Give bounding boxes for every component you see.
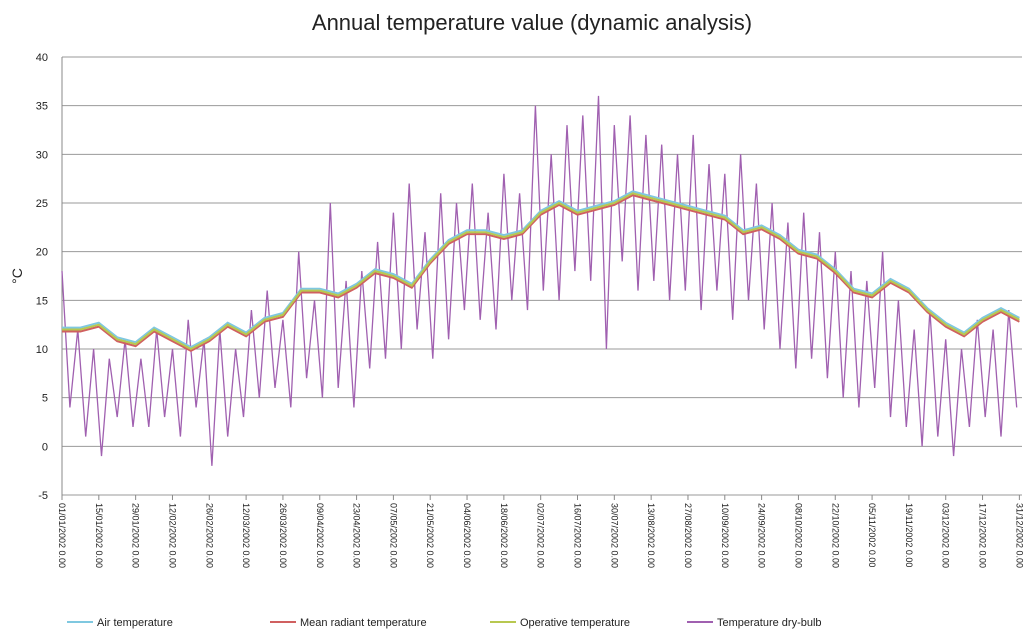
x-tick-label: 10/09/2002 0.00	[720, 503, 730, 568]
legend-label: Air temperature	[97, 617, 173, 629]
y-tick-label: 30	[36, 149, 48, 161]
x-tick-label: 27/08/2002 0.00	[683, 503, 693, 568]
y-tick-label: 5	[42, 393, 48, 405]
y-tick-label: 35	[36, 101, 48, 113]
x-tick-label: 04/06/2002 0.00	[462, 503, 472, 568]
x-tick-label: 09/04/2002 0.00	[315, 503, 325, 568]
chart-title: Annual temperature value (dynamic analys…	[312, 10, 752, 35]
x-tick-label: 16/07/2002 0.00	[573, 503, 583, 568]
series-line	[62, 192, 1020, 351]
x-tick-label: 05/11/2002 0.00	[867, 503, 877, 567]
x-tick-label: 02/07/2002 0.00	[536, 503, 546, 568]
x-tick-label: 15/01/2002 0.00	[94, 503, 104, 568]
series-line	[62, 194, 1020, 353]
y-tick-label: -5	[38, 490, 48, 502]
x-tick-label: 23/04/2002 0.00	[352, 503, 362, 568]
x-tick-label: 12/03/2002 0.00	[241, 503, 251, 568]
y-tick-label: 40	[36, 52, 48, 64]
legend-label: Mean radiant temperature	[300, 617, 427, 629]
y-tick-label: 25	[36, 198, 48, 210]
x-tick-label: 26/03/2002 0.00	[278, 503, 288, 568]
x-tick-label: 03/12/2002 0.00	[941, 503, 951, 568]
x-tick-label: 30/07/2002 0.00	[609, 503, 619, 568]
x-tick-label: 17/12/2002 0.00	[978, 503, 988, 568]
x-tick-label: 01/01/2002 0.00	[57, 503, 67, 568]
x-tick-label: 12/02/2002 0.00	[167, 503, 177, 568]
x-tick-label: 31/12/2002 0.00	[1014, 503, 1024, 568]
y-tick-label: 10	[36, 344, 48, 356]
legend-label: Temperature dry-bulb	[717, 617, 822, 629]
legend-label: Operative temperature	[520, 617, 630, 629]
x-tick-label: 13/08/2002 0.00	[646, 503, 656, 568]
y-tick-label: 15	[36, 295, 48, 307]
x-tick-label: 24/09/2002 0.00	[757, 503, 767, 568]
x-tick-label: 18/06/2002 0.00	[499, 503, 509, 568]
y-axis-label: °C	[9, 268, 25, 284]
x-tick-label: 07/05/2002 0.00	[388, 503, 398, 568]
y-tick-label: 20	[36, 247, 48, 259]
series-line	[61, 95, 1018, 466]
x-tick-label: 29/01/2002 0.00	[131, 503, 141, 568]
x-tick-label: 22/10/2002 0.00	[830, 503, 840, 568]
x-tick-label: 26/02/2002 0.00	[204, 503, 214, 568]
x-tick-label: 21/05/2002 0.00	[425, 503, 435, 568]
x-tick-label: 19/11/2002 0.00	[904, 503, 914, 567]
x-tick-label: 08/10/2002 0.00	[793, 503, 803, 568]
y-tick-label: 0	[42, 441, 48, 453]
series-line	[62, 190, 1020, 349]
